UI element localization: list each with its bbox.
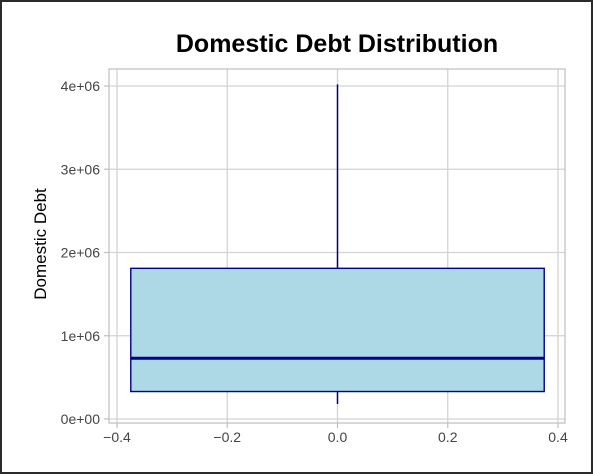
x-tick-label-4: 0.4 (548, 429, 568, 445)
chart-title: Domestic Debt Distribution (176, 30, 498, 58)
y-tick-label-1: 1e+06 (61, 328, 101, 344)
y-tick-label-2: 2e+06 (61, 245, 101, 261)
x-tick-label-3: 0.2 (438, 429, 458, 445)
x-tick-label-2: 0.0 (328, 429, 348, 445)
y-tick-label-3: 3e+06 (61, 161, 101, 177)
box-iqr (130, 267, 545, 393)
y-tick-label-4: 4e+06 (61, 78, 101, 94)
y-tick-label-0: 0e+00 (61, 411, 101, 427)
plot-area: 0e+00 1e+06 2e+06 3e+06 4e+06 −0.4 −0.2 0.0 0.2 0… (61, 68, 568, 445)
x-tick-label-0: −0.4 (103, 429, 131, 445)
x-tick-label-1: −0.2 (213, 429, 241, 445)
y-axis-label: Domestic Debt (31, 188, 50, 300)
